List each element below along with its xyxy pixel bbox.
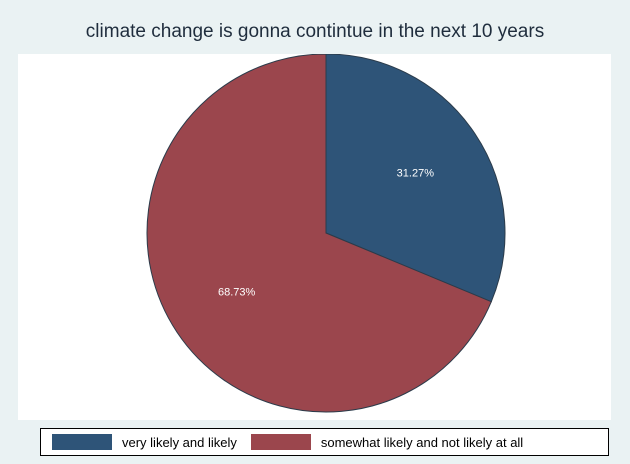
legend-item: somewhat likely and not likely at all [250,434,524,450]
legend-swatch-2 [250,434,311,450]
slice-label-1: 31.27% [397,167,435,179]
legend-label-1: very likely and likely [122,434,237,450]
pie-chart: 31.27% 68.73% [146,54,506,413]
legend-item: very likely and likely [52,434,237,450]
plot-region: 31.27% 68.73% [18,54,611,420]
slice-label-2: 68.73% [218,287,256,299]
pie-slice-2 [146,54,492,413]
legend: very likely and likely somewhat likely a… [40,428,609,456]
pie-slice-1 [325,54,506,303]
chart-title: climate change is gonna contintue in the… [85,21,545,42]
legend-label-2: somewhat likely and not likely at all [320,434,524,450]
legend-swatch-1 [52,434,112,450]
